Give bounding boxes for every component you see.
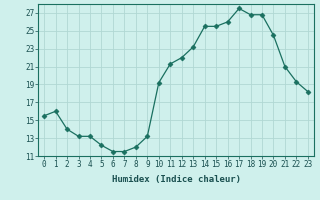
X-axis label: Humidex (Indice chaleur): Humidex (Indice chaleur) (111, 175, 241, 184)
